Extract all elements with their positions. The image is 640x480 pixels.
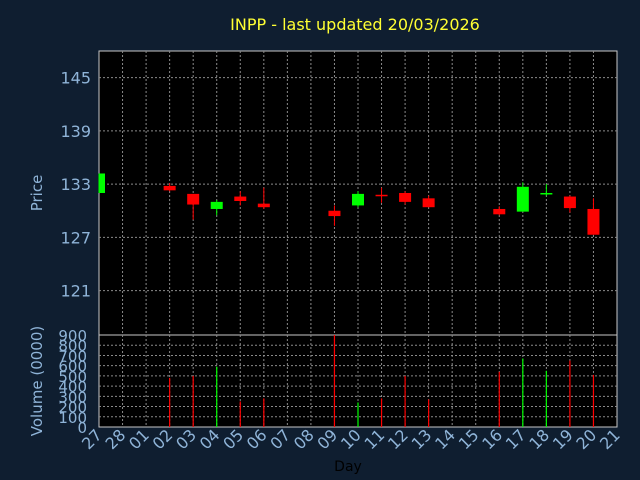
x-axis-label: Day <box>334 459 362 475</box>
candle-body <box>493 208 506 215</box>
candle-body <box>99 173 105 193</box>
candles <box>98 173 600 235</box>
x-tick-labels: 2728010203040506070809101112131415161718… <box>78 425 624 453</box>
volume-tick-label: 100 <box>58 409 87 427</box>
candle-body <box>540 193 553 195</box>
volume-tick-label: 500 <box>58 368 87 386</box>
volume-tick-label: 400 <box>58 378 87 396</box>
candle-body <box>399 193 412 202</box>
volume-tick-label: 0 <box>77 419 87 437</box>
volume-bars <box>169 335 595 427</box>
price-axis-label: Price <box>28 175 46 212</box>
volume-tick-label: 700 <box>58 347 87 365</box>
price-tick-label: 145 <box>60 69 91 88</box>
candle-body <box>163 185 176 191</box>
candle-body <box>375 194 388 197</box>
candle-body <box>422 198 435 208</box>
candle-body <box>587 208 600 235</box>
candle-body <box>234 196 247 201</box>
volume-tick-label: 900 <box>58 327 87 345</box>
candle-body <box>328 210 341 217</box>
price-tick-label: 121 <box>60 282 91 301</box>
candle-body <box>352 193 364 206</box>
volume-tick-label: 600 <box>58 358 87 376</box>
candle-body <box>516 186 529 212</box>
volume-axis-label: Volume (0000) <box>28 326 46 436</box>
price-tick-label: 127 <box>60 228 91 247</box>
x-tick-label: 21 <box>596 425 624 453</box>
chart-title: INPP - last updated 20/03/2026 <box>230 15 480 34</box>
candle-body <box>563 196 576 209</box>
volume-tick-label: 300 <box>58 388 87 406</box>
candle-body <box>210 201 223 209</box>
candle-body <box>187 193 200 205</box>
candle-body <box>257 203 270 208</box>
volume-tick-label: 800 <box>58 337 87 355</box>
price-tick-labels: 145 139 133 127 121 <box>60 69 91 301</box>
price-tick-label: 139 <box>60 122 91 141</box>
volume-tick-label: 200 <box>58 399 87 417</box>
price-tick-label: 133 <box>60 175 91 194</box>
